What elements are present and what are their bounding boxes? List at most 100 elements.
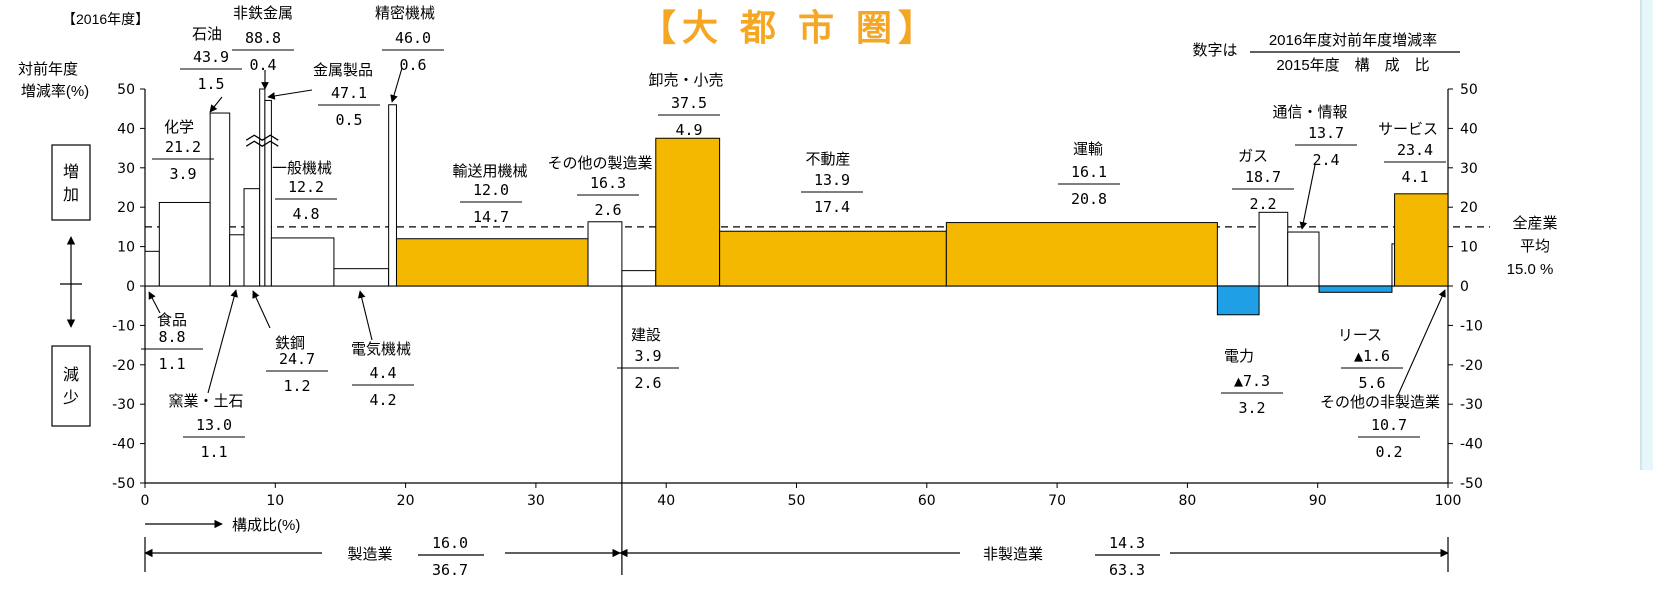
bar <box>1318 285 1393 293</box>
bar-value-label: 12.0 <box>473 181 509 199</box>
bar-value-label: 13.0 <box>196 416 232 434</box>
bar-share-label: 1.1 <box>158 355 185 373</box>
bar <box>158 201 211 287</box>
bar-name-label: 運輸 <box>1073 140 1103 158</box>
bar <box>395 238 589 287</box>
y-axis-title-2: 増減率(%) <box>21 83 89 100</box>
bar-name-label: その他の非製造業 <box>1320 393 1440 411</box>
y-tick-label-left: 0 <box>126 279 135 295</box>
bar-name-label: 卸売・小売 <box>648 71 723 89</box>
bar-share-label: 2.6 <box>634 374 661 392</box>
bar-name-label: 不動産 <box>805 150 850 168</box>
legend-numerator: 2016年度対前年度増減率 <box>1269 32 1437 49</box>
bar-name-label: 電気機械 <box>351 340 411 358</box>
group-manufacturing-name: 製造業 <box>347 545 392 563</box>
bar-value-label: 16.3 <box>590 174 626 192</box>
bar-value-label: 43.9 <box>193 48 229 66</box>
x-tick-label: 80 <box>1178 493 1196 509</box>
bar-share-label: 17.4 <box>814 198 850 216</box>
break-mark <box>245 134 279 141</box>
increase-box <box>51 144 91 221</box>
group-manufacturing-share: 36.7 <box>432 561 468 579</box>
average-label-1: 全産業 <box>1512 214 1557 232</box>
y-tick-label-right: -40 <box>1460 437 1483 453</box>
bar-share-label: 1.5 <box>197 75 224 93</box>
leader-arrow <box>267 89 313 100</box>
leader-arrow <box>1299 164 1316 230</box>
bar <box>621 270 657 287</box>
x-axis-title: 構成比(%) <box>232 517 300 534</box>
bar-value-label: 10.7 <box>1371 416 1407 434</box>
x-tick-label: 30 <box>527 493 545 509</box>
group-nonmanufacturing-share: 63.3 <box>1109 561 1145 579</box>
leader-arrow <box>209 96 223 113</box>
x-tick-label: 70 <box>1048 493 1066 509</box>
bar-name-label: 電力 <box>1224 347 1254 365</box>
average-label-2: 平均 <box>1520 238 1550 255</box>
bar-name-label: 窯業・土石 <box>168 392 243 410</box>
y-tick-label-left: -10 <box>112 318 135 334</box>
legend-denominator: 2015年度 構 成 比 <box>1276 57 1429 74</box>
bar-share-label: 2.6 <box>594 201 621 219</box>
bar-name-label: その他の製造業 <box>547 154 652 172</box>
bar-value-label: 8.8 <box>158 328 185 346</box>
x-tick-label: 10 <box>266 493 284 509</box>
bar-share-label: 0.4 <box>249 56 276 74</box>
bar-name-label: 石油 <box>192 25 222 43</box>
decrease-label-1: 減 <box>63 365 79 384</box>
bar-share-label: 5.6 <box>1358 374 1385 392</box>
y-tick-label-right: 0 <box>1460 279 1469 295</box>
bar-name-label: ガス <box>1238 147 1268 165</box>
x-tick-label: 50 <box>788 493 806 509</box>
bar-name-label: 通信・情報 <box>1272 103 1347 121</box>
bar-value-label: ▲7.3 <box>1234 372 1270 390</box>
y-tick-label-right: 10 <box>1460 240 1478 256</box>
bar-value-label: 46.0 <box>395 29 431 47</box>
x-tick-label: 40 <box>657 493 675 509</box>
x-tick-label: 0 <box>141 493 150 509</box>
bar <box>229 234 245 287</box>
y-axis-title-1: 対前年度 <box>18 61 78 78</box>
leader-arrow <box>252 290 271 329</box>
bar-value-label: 13.9 <box>814 171 850 189</box>
y-tick-label-left: -30 <box>112 397 135 413</box>
bar-value-label: 18.7 <box>1245 168 1281 186</box>
bar-share-label: 2.4 <box>1312 151 1339 169</box>
bar-value-label: 4.4 <box>369 364 396 382</box>
bar-share-label: 3.2 <box>1238 399 1265 417</box>
right-edge-panel <box>1640 0 1653 470</box>
group-manufacturing-value: 16.0 <box>432 534 468 552</box>
bar <box>259 88 266 287</box>
bar-name-label: 金属製品 <box>313 61 373 79</box>
y-tick-label-right: -50 <box>1460 476 1483 492</box>
bar-name-label: サービス <box>1378 120 1438 138</box>
bar <box>144 250 160 287</box>
bar <box>1216 285 1260 316</box>
y-tick-label-left: -40 <box>112 437 135 453</box>
leader-arrow <box>207 289 238 394</box>
bar-share-label: 0.6 <box>399 56 426 74</box>
break-mark <box>245 140 279 147</box>
y-tick-label-left: -50 <box>112 476 135 492</box>
y-tick-label-right: 50 <box>1460 82 1478 98</box>
leader-arrow <box>1397 289 1446 396</box>
y-tick-label-left: 50 <box>117 82 135 98</box>
bar-share-label: 2.2 <box>1249 195 1276 213</box>
bar-share-label: 4.8 <box>292 205 319 223</box>
bar-name-label: 輸送用機械 <box>452 162 527 180</box>
bar-name-label: 非鉄金属 <box>233 4 293 22</box>
bar-share-label: 0.5 <box>335 111 362 129</box>
y-tick-label-right: -10 <box>1460 318 1483 334</box>
year-tag: 【2016年度】 <box>62 11 149 27</box>
y-tick-label-left: 40 <box>117 121 135 137</box>
bar-share-label: 3.9 <box>169 165 196 183</box>
bar-value-label: 12.2 <box>288 178 324 196</box>
bar-value-label: 13.7 <box>1308 124 1344 142</box>
bar-share-label: 1.2 <box>283 377 310 395</box>
bar <box>587 221 623 287</box>
bar-value-label: 16.1 <box>1071 163 1107 181</box>
leader-arrow <box>148 291 161 314</box>
x-tick-label: 60 <box>918 493 936 509</box>
y-tick-label-right: 30 <box>1460 161 1478 177</box>
